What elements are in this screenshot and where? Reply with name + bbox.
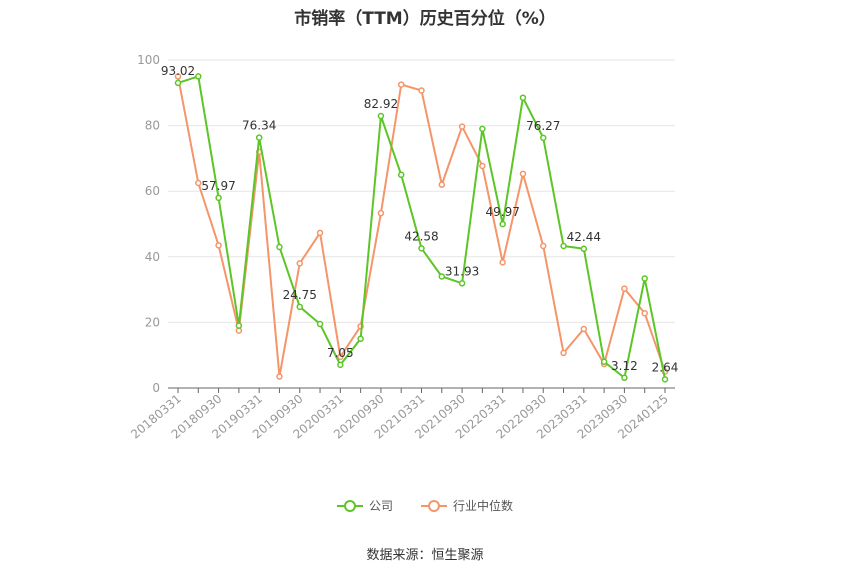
industry-point — [296, 260, 303, 267]
industry-point — [580, 325, 588, 333]
company-point — [600, 358, 608, 366]
company-data-label: 76.34 — [242, 119, 276, 133]
legend-industry-marker-icon — [421, 499, 447, 513]
legend-company-label: 公司 — [368, 499, 393, 513]
legend-company-marker-icon — [336, 499, 363, 513]
company-data-label: 2.64 — [652, 360, 679, 374]
company-point — [540, 134, 547, 142]
company-point — [174, 79, 182, 87]
industry-point — [519, 170, 527, 178]
company-point — [397, 171, 405, 179]
legend-industry-label: 行业中位数 — [453, 499, 514, 513]
company-point — [641, 275, 648, 282]
data-source: 数据来源：恒生聚源 — [366, 548, 484, 563]
industry-point — [479, 162, 486, 170]
company-point — [316, 320, 324, 328]
y-tick-label: 100 — [137, 53, 160, 67]
industry-point — [195, 179, 202, 187]
y-tick-label: 60 — [145, 184, 160, 198]
chart-title: 市销率（TTM）历史百分位（%） — [294, 9, 556, 29]
industry-point — [397, 81, 405, 88]
industry-point — [174, 73, 182, 80]
company-point — [235, 322, 243, 329]
industry-point — [499, 259, 506, 266]
industry-point — [621, 285, 628, 292]
company-point — [661, 376, 669, 383]
company-point — [458, 280, 466, 287]
industry-point — [215, 242, 222, 249]
industry-point — [641, 309, 648, 317]
industry-point — [438, 181, 446, 188]
company-point — [296, 303, 303, 311]
company-data-label: 7.05 — [327, 346, 354, 360]
company-point — [255, 134, 263, 141]
y-tick-label: 40 — [145, 250, 160, 264]
industry-point — [560, 349, 567, 357]
company-point — [195, 73, 202, 80]
industry-point — [316, 229, 324, 237]
industry-point — [276, 373, 283, 380]
company-point — [560, 242, 567, 250]
industry-point — [337, 353, 344, 361]
industry-point — [540, 242, 547, 250]
company-point — [276, 243, 283, 251]
company-data-label: 42.44 — [567, 230, 601, 244]
company-data-label: 49.97 — [485, 205, 519, 219]
company-point — [357, 335, 364, 343]
company-point — [377, 112, 385, 120]
company-data-label: 76.27 — [526, 119, 560, 133]
company-point — [337, 361, 344, 369]
company-data-label: 3.12 — [611, 359, 638, 373]
industry-point — [418, 87, 425, 94]
company-data-label: 93.02 — [161, 64, 195, 78]
legend: 公司 行业中位数 — [0, 497, 850, 514]
company-point — [499, 220, 506, 228]
company-data-label: 42.58 — [404, 229, 438, 243]
industry-point — [377, 209, 385, 217]
company-point — [519, 94, 527, 101]
company-data-label: 57.97 — [201, 179, 235, 193]
legend-item-industry[interactable]: 行业中位数 — [421, 497, 513, 514]
company-point — [418, 245, 425, 252]
legend-item-company[interactable]: 公司 — [336, 497, 393, 514]
company-data-label: 24.75 — [283, 288, 317, 302]
company-point — [479, 125, 486, 133]
industry-point — [458, 123, 466, 130]
y-tick-label: 20 — [145, 315, 160, 329]
company-point — [438, 273, 446, 280]
y-tick-label: 80 — [145, 119, 160, 133]
company-point — [580, 245, 588, 253]
company-point — [215, 194, 222, 202]
company-data-label: 82.92 — [364, 97, 398, 111]
y-tick-label: 0 — [152, 381, 160, 395]
company-point — [621, 374, 628, 382]
company-data-label: 31.93 — [445, 264, 479, 278]
